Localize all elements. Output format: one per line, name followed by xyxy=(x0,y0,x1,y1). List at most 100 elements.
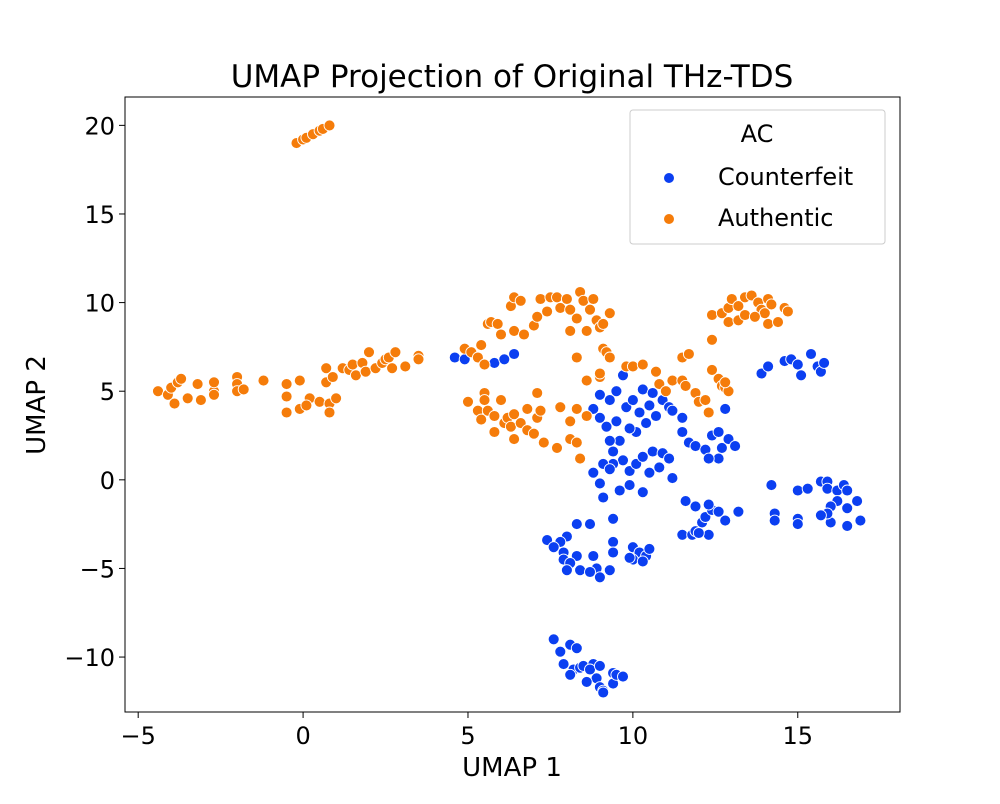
data-point-authentic xyxy=(280,390,293,403)
data-point-counterfeit xyxy=(676,411,689,424)
data-point-authentic xyxy=(702,406,715,419)
y-tick-label: 0 xyxy=(100,467,115,495)
data-point-authentic xyxy=(495,328,507,341)
data-point-counterfeit xyxy=(636,383,649,396)
data-point-authentic xyxy=(478,358,491,371)
data-point-counterfeit xyxy=(795,369,808,382)
data-point-authentic xyxy=(508,324,521,337)
data-point-authentic xyxy=(488,426,501,438)
data-point-counterfeit xyxy=(712,426,725,438)
data-point-authentic xyxy=(659,385,672,398)
data-point-authentic xyxy=(280,406,293,419)
data-point-authentic xyxy=(527,427,540,440)
data-point-counterfeit xyxy=(547,541,560,554)
data-point-counterfeit xyxy=(603,463,616,476)
y-tick-label: 5 xyxy=(100,378,115,406)
data-point-counterfeit xyxy=(603,434,616,447)
data-point-counterfeit xyxy=(643,399,656,412)
data-point-counterfeit xyxy=(791,484,804,497)
data-point-authentic xyxy=(389,346,402,359)
data-point-counterfeit xyxy=(560,564,573,577)
y-tick-label: 10 xyxy=(84,290,115,318)
y-tick-label: −10 xyxy=(64,644,115,672)
data-point-authentic xyxy=(570,436,583,449)
data-point-authentic xyxy=(508,408,521,421)
data-point-authentic xyxy=(326,371,339,383)
data-point-authentic xyxy=(514,294,527,307)
data-point-counterfeit xyxy=(732,505,745,518)
data-point-authentic xyxy=(257,374,270,387)
data-point-authentic xyxy=(706,309,718,321)
legend-box xyxy=(629,109,886,245)
data-point-counterfeit xyxy=(636,555,649,568)
data-point-authentic xyxy=(531,310,544,323)
data-point-counterfeit xyxy=(821,482,834,495)
data-point-authentic xyxy=(636,358,649,371)
data-point-counterfeit xyxy=(508,348,521,360)
data-point-counterfeit xyxy=(633,406,646,419)
data-point-counterfeit xyxy=(593,571,606,584)
data-point-counterfeit xyxy=(593,411,606,424)
data-point-authentic xyxy=(554,401,567,414)
data-point-authentic xyxy=(495,394,507,407)
data-point-authentic xyxy=(313,395,326,408)
data-point-counterfeit xyxy=(607,535,620,548)
data-point-counterfeit xyxy=(712,452,725,465)
data-point-authentic xyxy=(765,298,778,311)
data-point-authentic xyxy=(719,376,732,389)
data-point-counterfeit xyxy=(597,686,610,699)
data-point-counterfeit xyxy=(719,514,732,527)
data-point-authentic xyxy=(732,300,745,313)
data-point-counterfeit xyxy=(613,484,626,497)
data-point-counterfeit xyxy=(570,518,583,531)
data-point-counterfeit xyxy=(791,518,804,531)
y-tick-label: 20 xyxy=(84,112,115,140)
legend-label-counterfeit: Counterfeit xyxy=(718,163,853,191)
data-point-authentic xyxy=(168,397,181,410)
data-point-authentic xyxy=(518,328,530,341)
data-point-authentic xyxy=(603,307,616,320)
data-point-counterfeit xyxy=(791,358,804,371)
data-point-authentic xyxy=(597,317,610,330)
data-point-counterfeit xyxy=(666,472,679,485)
data-point-counterfeit xyxy=(702,452,715,465)
data-point-authentic xyxy=(564,324,577,337)
data-point-authentic xyxy=(580,324,593,337)
data-point-counterfeit xyxy=(854,514,867,527)
data-point-counterfeit xyxy=(607,445,620,458)
data-point-authentic xyxy=(346,358,359,371)
data-point-counterfeit xyxy=(607,546,620,559)
data-point-counterfeit xyxy=(610,415,623,428)
data-point-authentic xyxy=(762,317,775,330)
data-point-counterfeit xyxy=(603,394,616,407)
data-point-authentic xyxy=(551,441,563,454)
data-point-authentic xyxy=(488,410,501,422)
chart-title: UMAP Projection of Original THz-TDS xyxy=(231,59,794,95)
data-point-counterfeit xyxy=(554,645,567,658)
data-point-counterfeit xyxy=(640,417,653,430)
data-point-counterfeit xyxy=(805,348,817,360)
data-point-counterfeit xyxy=(488,356,501,369)
data-point-counterfeit xyxy=(593,659,606,672)
data-point-counterfeit xyxy=(587,550,600,562)
data-point-authentic xyxy=(534,293,547,305)
data-point-authentic xyxy=(772,316,784,329)
data-point-authentic xyxy=(580,410,593,422)
data-point-counterfeit xyxy=(666,404,679,417)
data-point-authentic xyxy=(748,310,761,323)
data-point-authentic xyxy=(666,374,679,387)
data-point-authentic xyxy=(560,293,573,305)
data-point-counterfeit xyxy=(768,514,781,527)
data-point-counterfeit xyxy=(557,658,570,671)
data-point-counterfeit xyxy=(712,505,725,518)
data-point-counterfeit xyxy=(587,466,600,479)
data-point-counterfeit xyxy=(643,542,656,555)
data-point-authentic xyxy=(386,362,399,375)
data-point-authentic xyxy=(349,369,362,382)
data-point-counterfeit xyxy=(689,500,702,513)
data-point-counterfeit xyxy=(801,482,814,495)
data-point-counterfeit xyxy=(547,633,560,646)
data-point-authentic xyxy=(706,333,718,346)
data-point-authentic xyxy=(537,436,550,449)
data-point-counterfeit xyxy=(689,440,702,453)
